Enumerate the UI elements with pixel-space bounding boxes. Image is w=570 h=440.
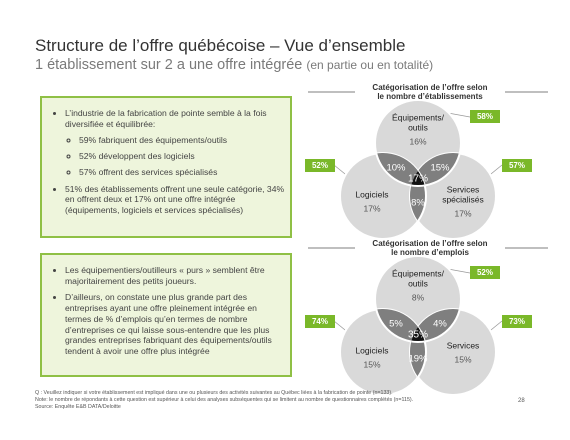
intersection-value: 4% — [433, 319, 447, 330]
text-box: L’industrie de la fabrication de pointe … — [40, 96, 292, 238]
bullet: Les équipementiers/outilleurs « purs » s… — [65, 265, 285, 286]
badge-value: 73% — [509, 317, 525, 326]
center-clip — [410, 153, 426, 187]
bullet-text: 51% des établissements offrent une seule… — [65, 183, 285, 216]
circle-value: 17% — [454, 208, 471, 218]
sub-bullet: 57% offrent des services spécialisés — [79, 167, 285, 178]
subtitle-main: 1 établissement sur 2 a une offre intégr… — [35, 57, 303, 73]
badge — [502, 315, 532, 328]
intersection-value: 15% — [430, 163, 450, 174]
intersection-value: 19% — [408, 354, 428, 365]
badge-value: 52% — [312, 161, 328, 170]
footer: Q : Veuillez indiquer si votre établisse… — [35, 390, 505, 411]
badge — [470, 110, 500, 123]
venn-title: le nombre d’emplois — [391, 248, 469, 257]
venn-title: Catégorisation de l’offre selon — [372, 239, 487, 248]
badge-value: 57% — [509, 161, 525, 170]
intersection-value: 8% — [411, 198, 425, 209]
sub-list: 59% fabriquent des équipements/outils 52%… — [65, 135, 285, 177]
subtitle-note: (en partie ou en totalité) — [306, 58, 434, 72]
center-clip — [410, 309, 426, 343]
intersection-value: 5% — [389, 319, 403, 330]
badge — [470, 266, 500, 279]
center-shape — [410, 153, 426, 187]
circle-label: outils — [408, 278, 428, 288]
circle-label: Logiciels — [355, 189, 388, 199]
center-clip — [410, 309, 426, 343]
venn-title: Catégorisation de l’offre selon — [372, 83, 487, 92]
center-clip — [410, 153, 426, 187]
footer-line: Q : Veuillez indiquer si votre établisse… — [35, 390, 393, 396]
intersection-shape — [410, 309, 427, 395]
badge — [305, 159, 335, 172]
circle-value: 15% — [454, 354, 471, 364]
circle-label: Services — [447, 184, 480, 194]
sub-bullet: 59% fabriquent des équipements/outils — [79, 135, 285, 146]
bullet-text: L’industrie de la fabrication de pointe … — [65, 108, 267, 129]
badge-value: 74% — [312, 317, 328, 326]
page-number: 28 — [518, 398, 525, 404]
title: Structure de l’offre québécoise – Vue d’… — [35, 36, 406, 55]
footer-line: Note: le nombre de répondants à cette qu… — [35, 397, 414, 404]
connector — [447, 112, 471, 118]
subtitle: 1 établissement sur 2 a une offre intégr… — [35, 57, 433, 73]
circle-value: 16% — [409, 136, 426, 146]
circle-label: Logiciels — [355, 345, 388, 355]
circle-label: Équipements/ — [392, 268, 445, 278]
circle-value: 8% — [412, 292, 425, 302]
bullet-text: Les équipementiers/outilleurs « purs » s… — [65, 265, 265, 286]
venn-title: le nombre d’établissements — [377, 92, 483, 101]
badge-value: 52% — [477, 268, 493, 277]
circle-label: Services — [447, 340, 480, 350]
sub-bullet: 52% développent des logiciels — [79, 151, 285, 162]
circle-value: 15% — [363, 359, 380, 369]
bullet-text: D’ailleurs, on constate une plus grande … — [65, 292, 272, 357]
badge-value: 58% — [477, 112, 493, 121]
connector — [447, 268, 471, 274]
intersection-value: 17% — [408, 174, 428, 185]
bullet: D’ailleurs, on constate une plus grande … — [65, 292, 285, 356]
bullet: 51% des établissements offrent une seule… — [65, 184, 285, 216]
circle-value: 17% — [363, 203, 380, 213]
intersection — [410, 309, 427, 395]
center-shape — [410, 309, 426, 343]
intersection-value: 10% — [386, 163, 406, 174]
bullet: L’industrie de la fabrication de pointe … — [65, 108, 285, 178]
circle-label: Équipements/ — [392, 112, 445, 122]
bullet-list: Les équipementiers/outilleurs « purs » s… — [47, 265, 285, 357]
intersection-value: 35% — [408, 330, 428, 341]
intersection — [410, 153, 427, 239]
bullet-list: L’industrie de la fabrication de pointe … — [47, 108, 285, 216]
circle-label: outils — [408, 122, 428, 132]
intersection-shape — [410, 153, 427, 239]
circle-label: spécialisés — [442, 194, 484, 204]
footer-line: Source: Enquête E&B DATA/Deloitte — [35, 404, 121, 411]
badge — [502, 159, 532, 172]
text-box: Les équipementiers/outilleurs « purs » s… — [40, 253, 292, 377]
badge — [305, 315, 335, 328]
